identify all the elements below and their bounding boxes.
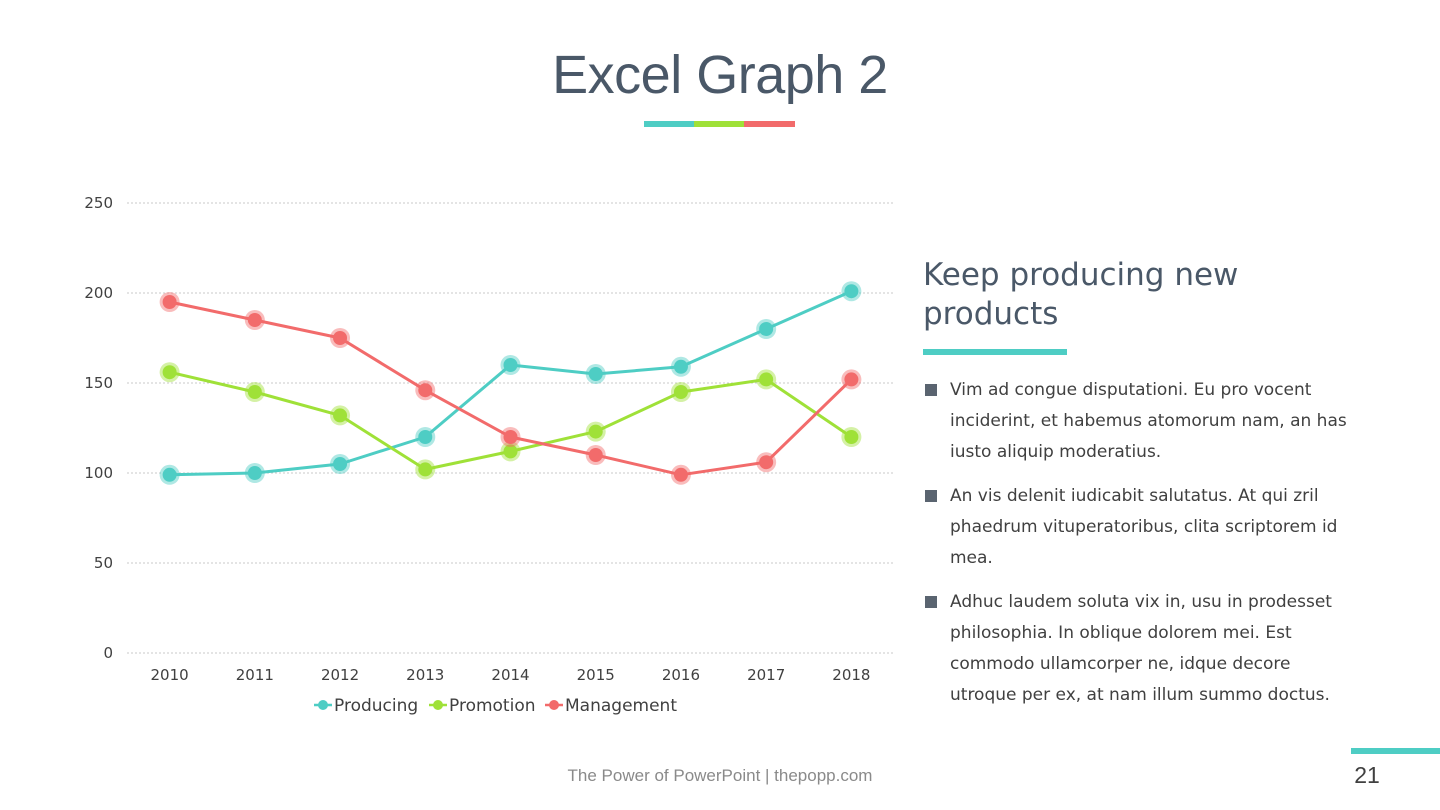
point-promotion-2017 [759,372,774,387]
point-promotion-2015 [588,424,603,439]
point-producing-2016 [673,359,688,374]
point-promotion-2014 [503,444,518,459]
point-management-2018 [844,372,859,387]
series-producing [159,281,862,485]
legend-marker-producing [318,700,328,710]
x-tick-label-2012: 2012 [321,666,359,684]
bullet-item-3: Adhuc laudem soluta vix in, usu in prode… [924,587,1354,711]
title-bar-teal [644,121,695,127]
x-tick-label-2013: 2013 [406,666,444,684]
point-promotion-2012 [333,408,348,423]
chart-series [159,281,862,485]
bullet-item-1: Vim ad congue disputationi. Eu pro vocen… [924,375,1354,468]
legend-label-producing: Producing [334,696,418,716]
x-tick-label-2010: 2010 [151,666,189,684]
legend-item-producing: Producing [314,696,418,716]
point-promotion-2018 [844,430,859,444]
bullet-text-2: An vis delenit iudicabit salutatus. At q… [950,486,1338,568]
x-tick-label-2016: 2016 [662,666,700,684]
point-management-2013 [418,383,433,398]
point-management-2016 [673,467,688,482]
side-heading-rule [923,349,1067,355]
point-promotion-2010 [162,365,177,380]
legend-item-management: Management [545,696,677,716]
legend-marker-promotion [433,700,443,710]
chart-legend: Producing Promotion Management [314,696,677,716]
square-bullet-icon [925,490,937,502]
bullet-item-2: An vis delenit iudicabit salutatus. At q… [924,481,1354,574]
point-promotion-2016 [673,385,688,399]
point-producing-2017 [759,322,774,336]
bullet-list: Vim ad congue disputationi. Eu pro vocen… [924,375,1354,724]
point-management-2011 [247,313,262,327]
y-tick-label-150: 150 [84,374,113,392]
point-promotion-2011 [247,385,262,399]
title-bar-red [744,121,795,127]
y-tick-label-50: 50 [94,554,113,572]
slide-title: Excel Graph 2 [552,45,888,105]
page-corner-rule [1351,748,1440,754]
x-tick-label-2018: 2018 [832,666,870,684]
point-producing-2014 [503,358,518,372]
point-producing-2010 [162,467,177,482]
x-tick-label-2011: 2011 [236,666,274,684]
y-tick-label-100: 100 [84,464,113,482]
series-management [159,292,862,485]
footer-credit: The Power of PowerPoint | thepopp.com [567,766,873,785]
y-tick-label-250: 250 [84,194,113,212]
x-axis-ticks: 2010 2011 2012 2013 2014 2015 2016 2017 2018 [151,666,871,684]
side-heading: Keep producing new products [923,257,1239,332]
title-bar-green [694,121,745,127]
square-bullet-icon [925,596,937,608]
bullet-text-1: Vim ad congue disputationi. Eu pro vocen… [950,380,1347,462]
point-producing-2012 [333,457,348,471]
point-producing-2018 [844,284,859,299]
point-management-2012 [333,331,348,345]
legend-item-promotion: Promotion [429,696,536,716]
point-management-2010 [162,295,177,309]
point-producing-2011 [247,466,262,480]
x-tick-label-2015: 2015 [577,666,615,684]
legend-marker-management [549,700,559,710]
legend-label-promotion: Promotion [449,696,536,716]
point-management-2014 [503,430,518,444]
point-producing-2015 [588,367,603,381]
x-tick-label-2017: 2017 [747,666,785,684]
point-management-2017 [759,455,774,470]
bullet-text-3: Adhuc laudem soluta vix in, usu in prode… [950,592,1332,705]
square-bullet-icon [925,384,937,396]
page-number: 21 [1354,762,1380,788]
point-management-2015 [588,448,603,462]
series-promotion [159,362,862,480]
y-tick-label-200: 200 [84,284,113,302]
y-tick-label-0: 0 [103,644,113,662]
line-chart: 0 50 100 150 200 250 2010 2011 2012 2013 2014 2015… [84,194,894,716]
point-producing-2013 [418,430,433,444]
x-tick-label-2014: 2014 [491,666,529,684]
legend-label-management: Management [565,696,677,716]
y-axis-ticks: 0 50 100 150 200 250 [84,194,113,662]
point-promotion-2013 [418,462,433,477]
